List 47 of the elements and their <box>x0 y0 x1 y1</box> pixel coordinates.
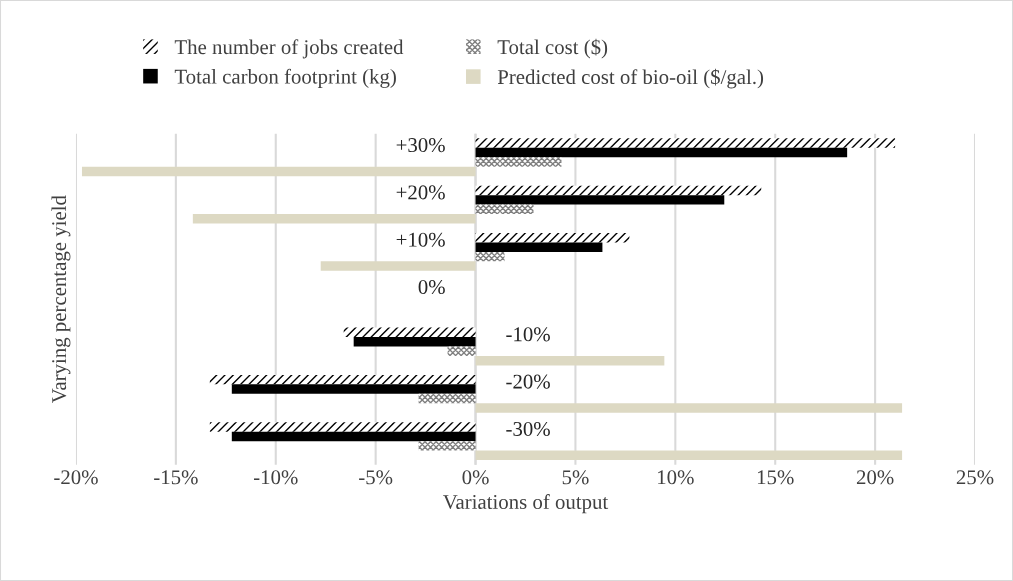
y-tick-label: +10% <box>396 232 445 247</box>
bar <box>475 355 665 366</box>
y-tick-label: 0% <box>418 279 445 295</box>
legend-label: The number of jobs created <box>174 39 404 59</box>
bar <box>475 157 562 167</box>
x-axis-title: Variations of output <box>442 494 609 514</box>
x-tick-label: -10% <box>253 470 298 485</box>
legend-label: Predicted cost of bio-oil ($/gal.) <box>497 68 764 89</box>
legend-label: Total carbon footprint (kg) <box>174 68 396 88</box>
y-axis-title: Varying percentage yield <box>51 195 71 404</box>
bar <box>81 166 476 177</box>
x-tick-label: -15% <box>154 470 198 485</box>
bar <box>475 147 848 158</box>
bar <box>475 185 762 196</box>
x-tick-label: 0% <box>462 470 489 485</box>
x-tick-label: 25% <box>956 470 994 485</box>
x-tick-label: 20% <box>856 470 894 485</box>
bar <box>231 431 476 442</box>
bar <box>343 327 476 338</box>
y-tick-label: -10% <box>506 327 550 342</box>
x-tick-label: -20% <box>54 470 98 485</box>
bar <box>447 346 476 356</box>
x-tick-label: -5% <box>359 470 393 485</box>
bar <box>320 261 476 271</box>
bar <box>353 337 476 347</box>
bar <box>192 214 476 224</box>
y-tick-label: +20% <box>396 185 445 200</box>
bar <box>418 393 476 404</box>
bar <box>231 384 476 394</box>
bar <box>209 374 476 385</box>
y-tick-label: -20% <box>506 374 550 389</box>
bar <box>475 204 534 215</box>
bar <box>475 251 505 262</box>
legend-label: Total cost ($) <box>497 38 608 59</box>
bar <box>475 403 903 413</box>
bar <box>475 138 896 148</box>
y-tick-label: -30% <box>506 421 550 437</box>
bar <box>475 232 630 243</box>
x-tick-label: 5% <box>562 470 589 485</box>
bar <box>475 195 725 205</box>
x-tick-label: 15% <box>757 470 794 485</box>
y-tick-label: +30% <box>396 138 445 153</box>
x-tick-label: 10% <box>658 470 694 485</box>
bar <box>475 450 903 461</box>
bar <box>418 441 476 451</box>
bar <box>475 242 603 252</box>
bar <box>209 422 476 432</box>
